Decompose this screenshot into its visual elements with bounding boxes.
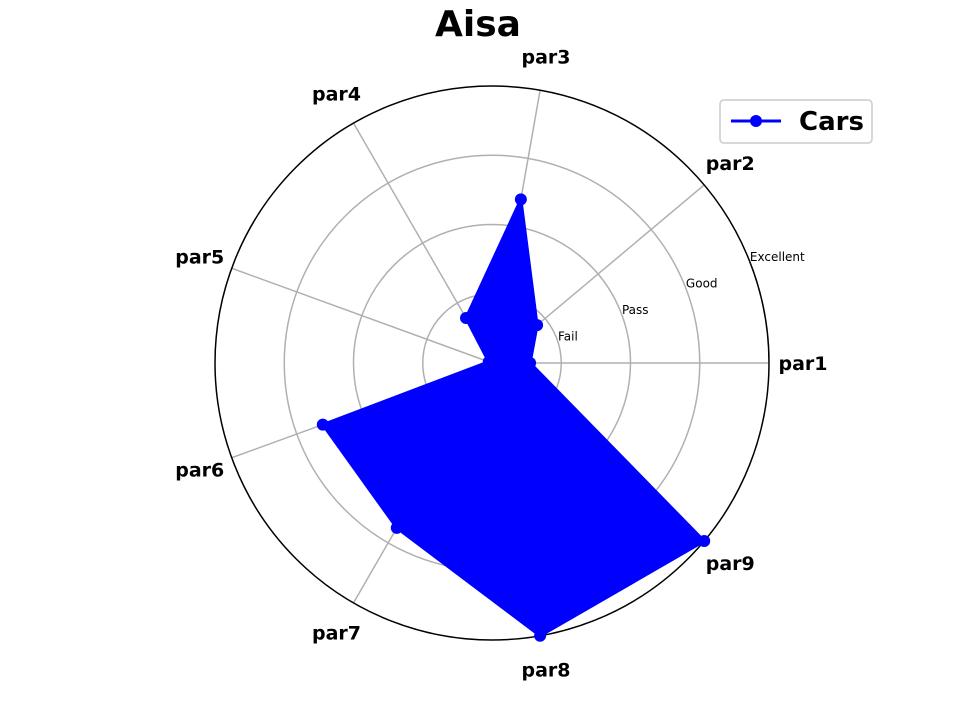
data-point-par7	[390, 521, 403, 534]
legend-marker-cars	[750, 115, 762, 127]
ring-label-2: Pass	[622, 303, 649, 317]
axis-label-par6: par6	[175, 459, 224, 481]
axis-label-par5: par5	[175, 247, 224, 269]
data-point-par9	[698, 535, 711, 548]
data-point-par8	[534, 629, 547, 642]
axis-label-par2: par2	[706, 153, 755, 175]
ring-label-3: Good	[686, 276, 718, 290]
axis-label-par8: par8	[521, 659, 570, 681]
legend: Cars	[719, 99, 873, 144]
data-point-par4	[460, 312, 473, 325]
ring-label-1: Fail	[558, 329, 578, 343]
data-point-par3	[514, 193, 527, 206]
axis-label-par1: par1	[778, 353, 827, 375]
chart-title: Aisa	[435, 4, 521, 45]
legend-box	[719, 99, 873, 144]
axis-label-par3: par3	[521, 47, 570, 69]
axis-label-par7: par7	[312, 622, 361, 644]
data-point-par1	[524, 357, 537, 369]
ring-label-4: Excellent	[750, 250, 805, 264]
axis-labels: par1 par2 par3 par4 par5 par6 par7 par8 par9	[175, 47, 827, 682]
outer-frame	[214, 85, 770, 641]
axis-label-par4: par4	[312, 84, 361, 106]
data-point-par6	[316, 418, 329, 431]
axis-label-par9: par9	[706, 553, 755, 575]
series-layer	[316, 193, 711, 642]
data-point-par5	[482, 355, 495, 368]
legend-label-cars: Cars	[799, 107, 864, 137]
data-point-par2	[531, 319, 544, 332]
spoke-par5	[231, 267, 493, 364]
series-area-cars	[321, 197, 706, 638]
